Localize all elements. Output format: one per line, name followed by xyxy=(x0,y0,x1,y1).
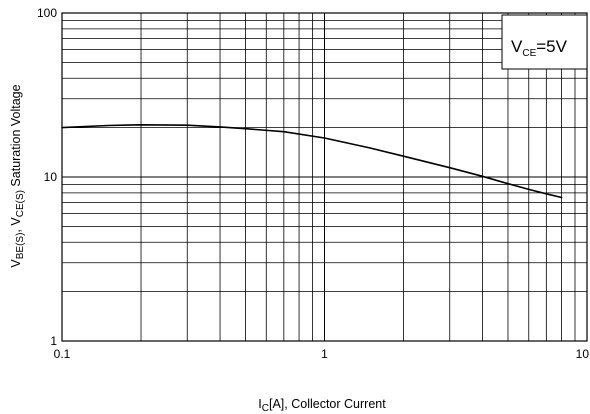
x-axis-label-sub: C xyxy=(262,403,269,414)
x-tick-label: 10 xyxy=(576,347,590,361)
plot-frame xyxy=(61,12,588,342)
y-axis-label-sub1: BE(S) xyxy=(15,233,26,260)
y-axis-label: VBE(S), VCE(S) Saturation Voltage xyxy=(9,84,26,267)
y-tick-labels: 1 10 100 xyxy=(37,6,57,348)
x-axis-label-main: I xyxy=(258,397,261,411)
y-axis-label-v1: V xyxy=(9,259,23,268)
x-axis-label: IC[A], Collector Current xyxy=(258,397,386,414)
y-tick-label: 10 xyxy=(44,170,58,184)
legend-text: V xyxy=(511,37,523,56)
series-line-1 xyxy=(61,124,563,199)
y-tick-label: 1 xyxy=(50,334,57,348)
y-tick-label: 100 xyxy=(37,6,57,20)
legend-value: =5V xyxy=(536,37,567,56)
data-series xyxy=(61,124,563,199)
x-axis-label-rest: [A], Collector Current xyxy=(269,397,386,411)
grid-lines xyxy=(62,13,587,341)
legend-subscript: CE xyxy=(522,48,536,59)
y-axis-label-rest: Saturation Voltage xyxy=(9,84,23,190)
legend-box xyxy=(501,14,588,70)
x-tick-label: 1 xyxy=(321,347,328,361)
y-axis-label-sub2: CE(S) xyxy=(15,190,26,217)
x-tick-label: 0.1 xyxy=(54,347,71,361)
x-tick-labels: 0.1 1 10 xyxy=(54,347,590,361)
y-axis-label-v2: , V xyxy=(9,217,23,233)
legend: VCE=5V xyxy=(501,14,588,70)
legend-label: VCE=5V xyxy=(511,37,568,59)
